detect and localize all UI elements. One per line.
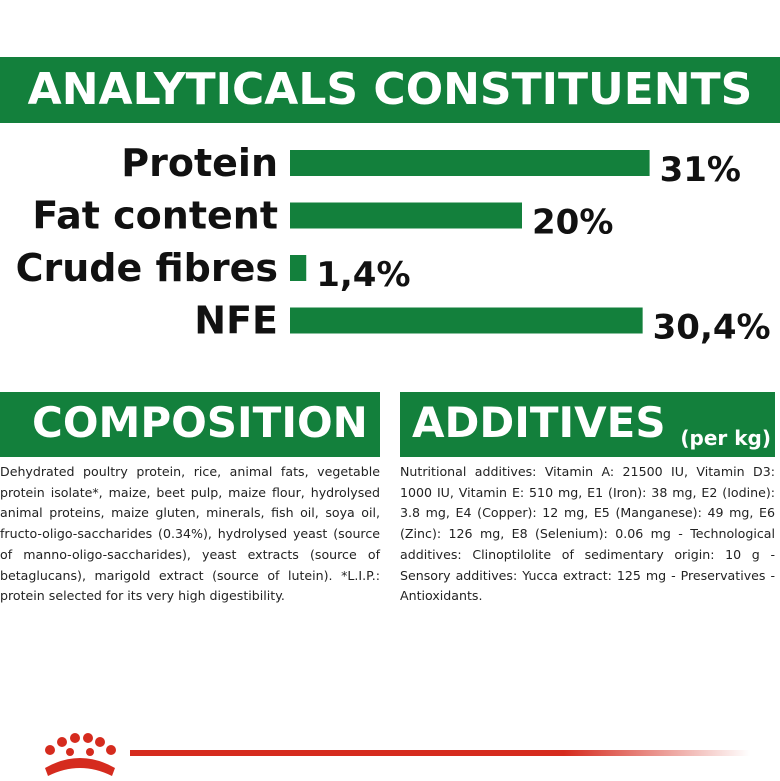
category-label: Protein bbox=[121, 141, 278, 185]
category-label: NFE bbox=[194, 299, 278, 343]
additives-unit: (per kg) bbox=[680, 426, 771, 450]
footer-line bbox=[130, 750, 750, 756]
value-label: 31% bbox=[660, 150, 741, 190]
bar bbox=[290, 307, 643, 334]
category-label: Fat content bbox=[32, 194, 278, 238]
logo bbox=[45, 733, 116, 776]
bar bbox=[290, 202, 522, 229]
composition-band: COMPOSITION bbox=[0, 392, 380, 457]
additives-title: ADDITIVES bbox=[412, 398, 666, 447]
chart-title: ANALYTICALS CONSTITUENTS bbox=[28, 64, 753, 115]
bar bbox=[290, 255, 307, 281]
title-band bbox=[0, 57, 780, 123]
composition-title: COMPOSITION bbox=[32, 398, 368, 447]
additives-text: Nutritional additives: Vitamin A: 21500 … bbox=[400, 464, 775, 604]
bar bbox=[290, 150, 650, 176]
value-label: 30,4% bbox=[653, 308, 771, 348]
value-label: 20% bbox=[532, 203, 613, 243]
additives-band: ADDITIVES (per kg) bbox=[400, 392, 775, 457]
composition-text: Dehydrated poultry protein, rice, animal… bbox=[0, 464, 380, 604]
category-label: Crude fibres bbox=[16, 246, 278, 290]
value-label: 1,4% bbox=[316, 255, 410, 295]
